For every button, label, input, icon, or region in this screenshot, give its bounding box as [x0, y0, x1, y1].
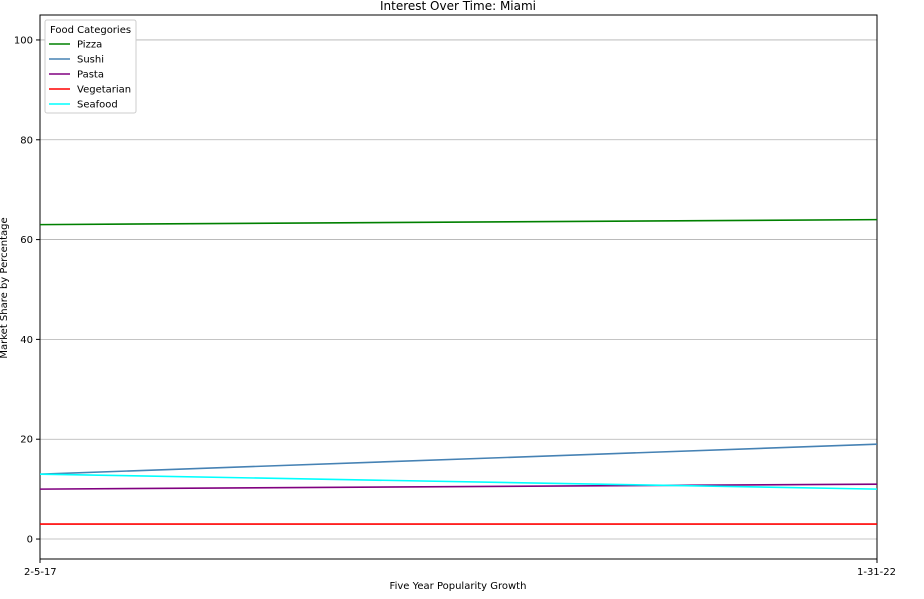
y-tick-label: 100: [14, 35, 33, 46]
legend-label-pizza: Pizza: [77, 40, 102, 51]
y-tick-label: 40: [20, 335, 33, 346]
y-tick-label: 80: [20, 135, 33, 146]
plot-frame: [39, 14, 878, 560]
legend-label-sushi: Sushi: [77, 55, 104, 66]
y-axis-ticks: 0 20 40 60 80 100: [14, 35, 40, 546]
y-axis-title: Market Share by Percentage: [0, 217, 10, 358]
series-line-pizza: [39, 218, 878, 226]
legend: Food Categories Pizza Sushi Pasta Vegetaria…: [44, 19, 137, 114]
series-line-sushi: [39, 443, 878, 475]
x-tick-label: 2-5-17: [24, 567, 57, 578]
y-tick-label: 0: [27, 535, 33, 546]
x-axis-ticks: 2-5-17 1-31-22: [24, 559, 896, 578]
series-lines: [39, 218, 878, 525]
legend-label-vegetarian: Vegetarian: [77, 85, 131, 96]
y-tick-label: 60: [20, 235, 33, 246]
legend-entries: Pizza Sushi Pasta Vegetarian Seafood: [49, 40, 131, 111]
chart-title: Interest Over Time: Miami: [380, 0, 536, 13]
series-line-seafood: [39, 473, 878, 490]
series-line-pasta: [39, 483, 878, 490]
legend-label-pasta: Pasta: [77, 70, 104, 81]
y-tick-label: 20: [20, 435, 33, 446]
legend-label-seafood: Seafood: [77, 100, 118, 111]
x-axis-title: Five Year Popularity Growth: [390, 581, 527, 592]
gridlines: [40, 39, 877, 540]
x-tick-label: 1-31-22: [857, 567, 896, 578]
legend-title: Food Categories: [50, 25, 131, 36]
